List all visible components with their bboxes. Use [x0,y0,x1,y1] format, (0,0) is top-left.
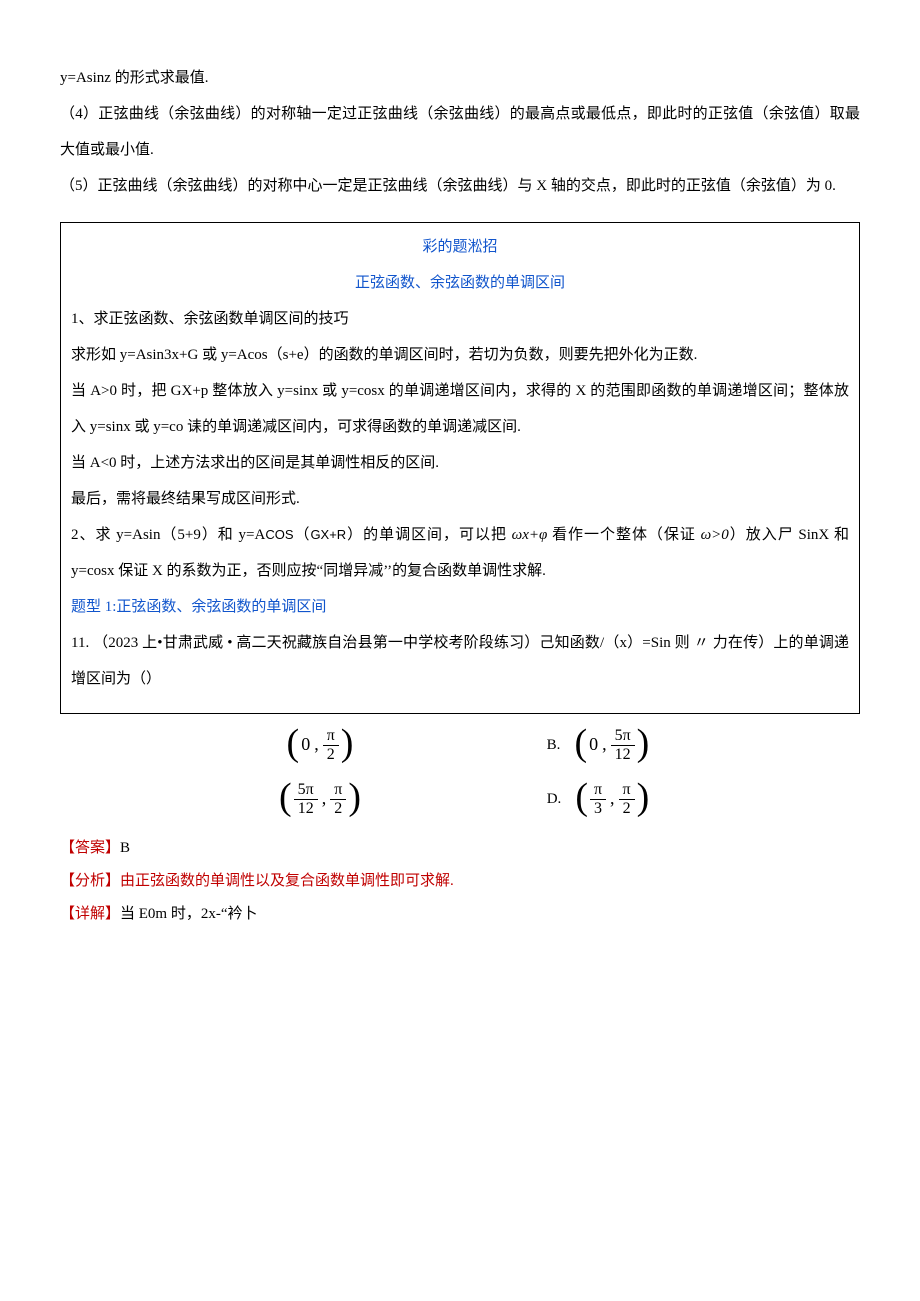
analysis-text: 由正弦函数的单调性以及复合函数单调性即可求解. [120,873,454,889]
opt-b-first: 0 [589,732,598,757]
question-11: 11. （2023 上•甘肃武威 • 高二天祝藏族自治县第一中学校考阶段练习）己… [71,625,849,697]
box-p2: 求形如 y=Asin3x+G 或 y=Acos（s+e）的函数的单调区间时，若切… [71,337,849,373]
detail-label: 【详解】 [60,906,120,922]
p6-cos: COS [265,527,293,542]
opt-c-num1: 5π [294,781,318,800]
opt-d-num2: π [619,781,635,800]
option-b: B. 0, 5π12 [480,726,720,764]
opt-d-den2: 2 [619,800,635,818]
p6-d: 看作一个整体（保证 [547,527,700,543]
opt-b-den: 12 [611,746,635,764]
topic-heading: 题型 1:正弦函数、余弦函数的单调区间 [71,589,849,625]
method-box: 彩的题淞招 正弦函数、余弦函数的单调区间 1、求正弦函数、余弦函数单调区间的技巧… [60,222,860,714]
opt-d-label: D. [547,789,562,810]
option-d: D. π3, π2 [480,780,720,818]
detail-text: 当 E0m 时，2x-“衿卜 [120,906,257,922]
point-4: （4）正弦曲线（余弦曲线）的对称轴一定过正弦曲线（余弦曲线）的最高点或最低点，即… [60,96,860,168]
answer-block: 【答案】B 【分析】由正弦函数的单调性以及复合函数单调性即可求解. 【详解】当 … [60,832,860,931]
box-title-1: 彩的题淞招 [71,229,849,265]
answer-value: B [120,840,130,856]
p6-it1: ωx+φ [512,527,548,543]
opt-a-num: π [323,727,339,746]
box-p1: 1、求正弦函数、余弦函数单调区间的技巧 [71,301,849,337]
option-c: 5π12, π2 [200,780,440,818]
p6-gxr: GX+R [310,527,346,542]
opt-b-num: 5π [611,727,635,746]
option-a: 0, π2 [200,726,440,764]
opt-c-den2: 2 [330,800,346,818]
opt-c-num2: π [330,781,346,800]
point-5: （5）正弦曲线（余弦曲线）的对称中心一定是正弦曲线（余弦曲线）与 X 轴的交点，… [60,168,860,204]
opt-d-num1: π [590,781,606,800]
opt-d-den1: 3 [590,800,606,818]
box-p5: 最后，需将最终结果写成区间形式. [71,481,849,517]
analysis-label: 【分析】 [60,873,120,889]
box-title-2: 正弦函数、余弦函数的单调区间 [71,265,849,301]
options-grid: 0, π2 B. 0, 5π12 5π12, π2 D. π3, π2 [200,726,720,818]
p6-b: （ [293,527,310,543]
p6-it2: ω>0 [701,527,729,543]
opt-a-den: 2 [323,746,339,764]
box-p4: 当 A<0 时，上述方法求出的区间是其单调性相反的区间. [71,445,849,481]
box-p6: 2、求 y=Asin（5+9）和 y=ACOS（GX+R）的单调区间，可以把 ω… [71,517,849,589]
p6-a: 2、求 y=Asin（5+9）和 y=A [71,527,265,543]
opt-b-label: B. [547,735,561,756]
opt-c-den1: 12 [294,800,318,818]
opt-a-first: 0 [301,732,310,757]
intro-line: y=Asinz 的形式求最值. [60,60,860,96]
box-p3: 当 A>0 时，把 GX+p 整体放入 y=sinx 或 y=cosx 的单调递… [71,373,849,445]
answer-label: 【答案】 [60,840,120,856]
p6-c: ）的单调区间，可以把 [346,527,511,543]
